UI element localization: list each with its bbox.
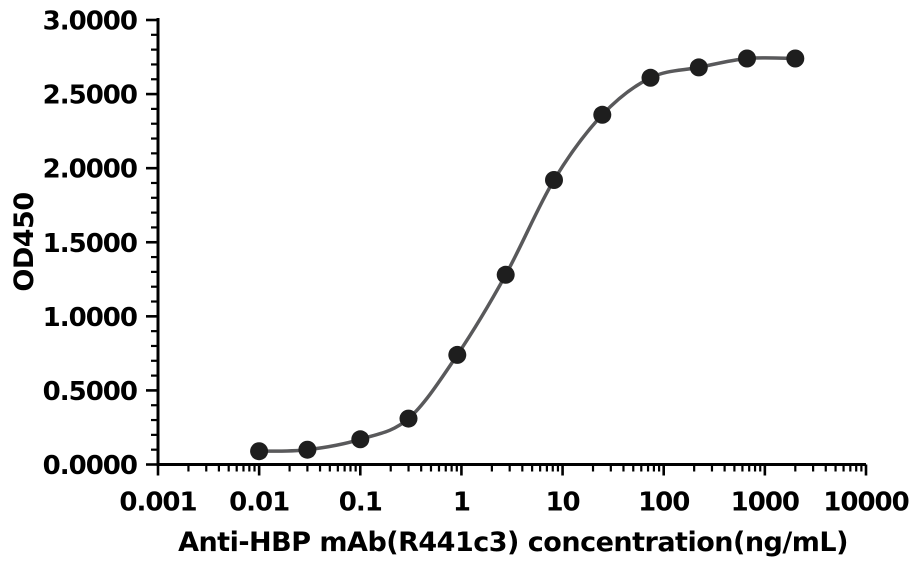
data-point-10	[689, 58, 708, 77]
data-point-5	[448, 345, 467, 364]
data-point-7	[545, 171, 563, 189]
x-tick-label: 1	[453, 488, 470, 518]
x-tick-label: 0.01	[229, 488, 289, 518]
tick-layer	[146, 18, 868, 476]
data-point-4	[399, 409, 418, 428]
y-axis-title: OD450	[9, 192, 40, 291]
x-tick-label: 0.001	[119, 488, 196, 518]
y-tick-label: 2.0000	[43, 155, 137, 185]
series-layer	[250, 49, 805, 461]
data-point-8	[593, 105, 612, 124]
data-point-9	[641, 68, 660, 87]
y-tick-label: 0.0000	[43, 451, 137, 481]
x-tick-label: 0.1	[339, 488, 382, 518]
data-point-12	[786, 49, 805, 68]
y-tick-label: 3.0000	[43, 7, 137, 37]
data-point-6	[496, 265, 515, 284]
data-point-2	[298, 440, 317, 459]
x-tick-label: 10	[545, 488, 579, 518]
y-tick-label: 1.0000	[43, 303, 137, 333]
axes-layer	[156, 18, 866, 466]
data-point-3	[351, 430, 370, 449]
x-tick-label: 10000	[823, 488, 908, 518]
data-point-11	[738, 49, 756, 68]
x-tick-label: 100	[638, 488, 689, 518]
y-tick-label: 0.5000	[43, 377, 137, 407]
y-tick-label: 1.5000	[43, 229, 137, 259]
dose-response-curve	[259, 56, 796, 453]
x-tick-label: 1000	[731, 488, 799, 518]
x-axis-title: Anti-HBP mAb(R441c3) concentration(ng/mL…	[178, 527, 848, 558]
tick-label-layer: 0.0000 0.5000 1.0000 1.5000 2.0000 2.5000 3.00…	[43, 7, 910, 518]
data-point-1	[250, 442, 269, 461]
y-tick-label: 2.5000	[43, 81, 137, 111]
